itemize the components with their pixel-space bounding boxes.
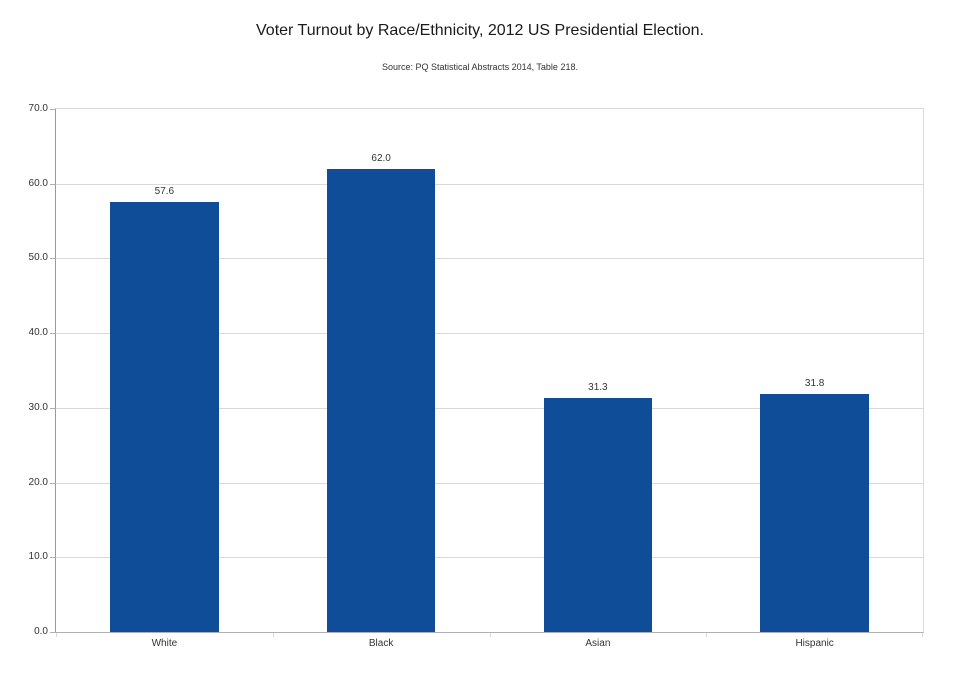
y-tick-label: 10.0	[28, 551, 48, 563]
y-tick-mark	[50, 557, 56, 559]
x-boundary-tick	[272, 633, 274, 637]
bar-value-label: 31.8	[804, 378, 825, 390]
bar-black	[326, 168, 436, 632]
bar-hispanic	[760, 394, 869, 632]
y-tick-label: 50.0	[28, 252, 48, 264]
y-gridline	[56, 407, 923, 409]
y-tick-mark	[50, 482, 56, 484]
x-category-label: Hispanic	[795, 638, 834, 649]
y-gridline	[56, 333, 923, 335]
y-tick-label: 20.0	[28, 476, 48, 488]
y-tick-label: 60.0	[28, 177, 48, 189]
y-tick-mark	[50, 183, 56, 185]
x-boundary-tick	[706, 633, 708, 637]
y-tick-label: 40.0	[28, 327, 48, 339]
x-category-label: White	[151, 638, 178, 649]
y-tick-mark	[50, 333, 56, 335]
y-tick-label: 0.0	[34, 626, 48, 637]
x-category-label: Asian	[585, 638, 611, 649]
bar-asian	[543, 398, 653, 632]
bar-value-label: 31.3	[588, 382, 608, 394]
bar-value-label: 57.6	[154, 185, 175, 197]
y-tick-label: 70.0	[28, 103, 48, 114]
y-tick-mark	[50, 258, 56, 260]
y-gridline	[56, 482, 923, 484]
y-gridline	[56, 557, 923, 559]
x-boundary-tick	[56, 633, 57, 637]
chart-title: Voter Turnout by Race/Ethnicity, 2012 US…	[256, 22, 704, 39]
plot-area: 0.0 10.0 20.0 30.0 40.0 50.0 60.0 70.0 57.6 White…	[29, 103, 924, 649]
y-gridline	[56, 183, 923, 185]
y-tick-mark	[50, 407, 56, 409]
bar-white	[110, 201, 219, 632]
chart-subtitle: Source: PQ Statistical Abstracts 2014, T…	[382, 62, 578, 72]
x-boundary-tick	[922, 633, 923, 637]
x-category-label: Black	[368, 638, 394, 649]
bar-value-label: 62.0	[371, 152, 391, 164]
y-tick-mark	[50, 632, 56, 633]
y-tick-mark	[50, 109, 56, 110]
y-gridline	[56, 258, 923, 260]
x-boundary-tick	[489, 633, 491, 637]
y-tick-label: 30.0	[28, 401, 48, 413]
